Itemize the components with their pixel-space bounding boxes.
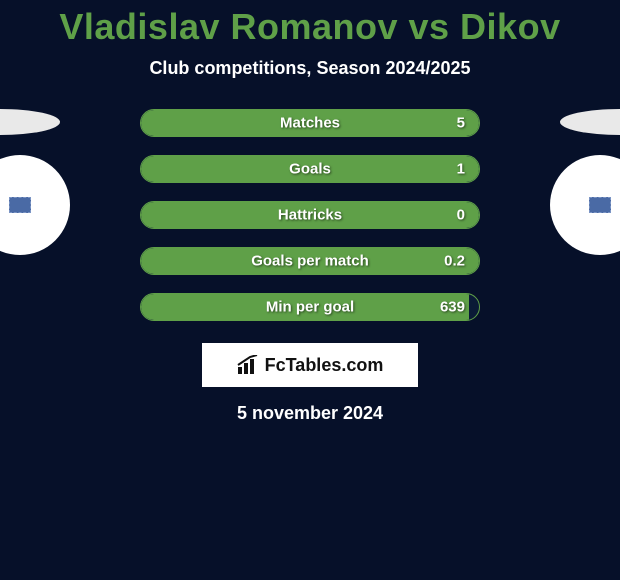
stat-bar-label: Hattricks bbox=[278, 207, 342, 224]
right-player-circle bbox=[550, 155, 620, 255]
logo-box: FcTables.com bbox=[202, 343, 418, 387]
stat-bar: Goals per match 0.2 bbox=[140, 247, 480, 275]
stat-bar-value: 1 bbox=[457, 161, 465, 178]
stat-bar-label: Goals per match bbox=[251, 253, 369, 270]
right-flag-icon bbox=[589, 197, 611, 213]
chart-icon bbox=[237, 355, 261, 375]
left-flag-icon bbox=[9, 197, 31, 213]
stat-bar-value: 639 bbox=[440, 299, 465, 316]
page-subtitle: Club competitions, Season 2024/2025 bbox=[0, 58, 620, 79]
stat-bar-value: 0.2 bbox=[444, 253, 465, 270]
stat-bars: Matches 5 Goals 1 Hattricks 0 Goals per match 0… bbox=[140, 109, 480, 321]
logo-text: FcTables.com bbox=[265, 355, 384, 376]
right-disc bbox=[560, 109, 620, 135]
stat-bar: Goals 1 bbox=[140, 155, 480, 183]
stat-bar-value: 0 bbox=[457, 207, 465, 224]
stat-bar-value: 5 bbox=[457, 115, 465, 132]
date-label: 5 november 2024 bbox=[0, 403, 620, 424]
stat-bar: Hattricks 0 bbox=[140, 201, 480, 229]
stat-bar: Min per goal 639 bbox=[140, 293, 480, 321]
left-player-circle bbox=[0, 155, 70, 255]
left-disc bbox=[0, 109, 60, 135]
page-title: Vladislav Romanov vs Dikov bbox=[0, 0, 620, 48]
stat-bar-label: Matches bbox=[280, 115, 340, 132]
stat-bar: Matches 5 bbox=[140, 109, 480, 137]
comparison-stage: Matches 5 Goals 1 Hattricks 0 Goals per match 0… bbox=[0, 109, 620, 321]
stat-bar-label: Min per goal bbox=[266, 299, 354, 316]
stat-bar-label: Goals bbox=[289, 161, 331, 178]
